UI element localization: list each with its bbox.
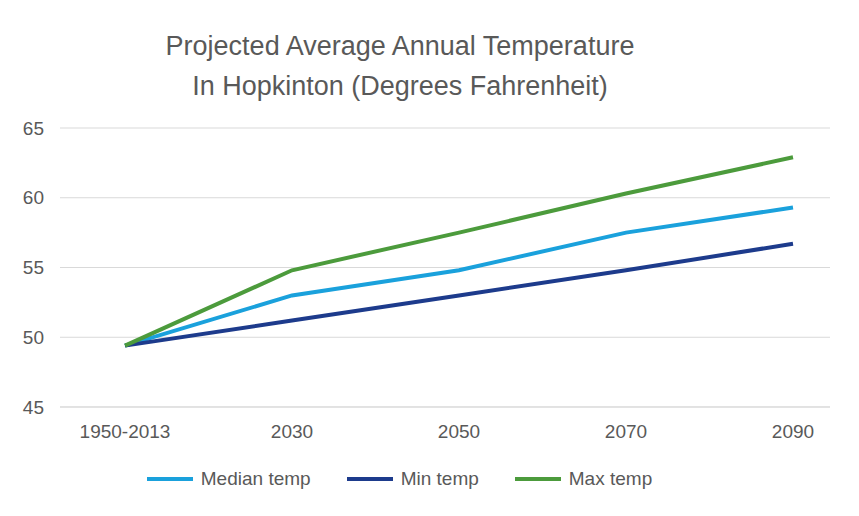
svg-text:60: 60 [23, 187, 44, 208]
svg-text:1950-2013: 1950-2013 [80, 421, 171, 442]
svg-text:65: 65 [23, 118, 44, 139]
html-text:Min temp: Min temp [400, 468, 479, 489]
svg-text:55: 55 [23, 257, 44, 278]
svg-text:2030: 2030 [271, 421, 313, 442]
html-text:Median temp: Median temp [200, 468, 311, 489]
svg-text:2050: 2050 [438, 421, 480, 442]
svg-text:45: 45 [23, 397, 44, 418]
html-text:Projected Average Annual Tempe: Projected Average Annual Temperature In … [165, 31, 635, 101]
html-text:Max temp: Max temp [568, 468, 653, 489]
svg-text:2090: 2090 [772, 421, 814, 442]
svg-text:50: 50 [23, 327, 44, 348]
svg-text:2070: 2070 [605, 421, 647, 442]
